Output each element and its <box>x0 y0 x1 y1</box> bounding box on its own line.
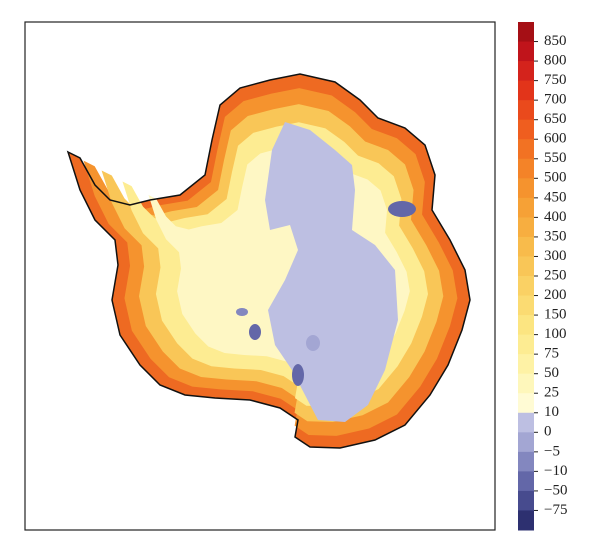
negative-patch <box>249 324 261 340</box>
colorbar-band <box>518 178 534 199</box>
colorbar-band <box>518 217 534 238</box>
colorbar-label: 750 <box>544 72 567 88</box>
colorbar-band <box>518 490 534 511</box>
colorbar-band <box>518 373 534 394</box>
colorbar-label: 700 <box>544 92 567 108</box>
colorbar-label: 150 <box>544 307 567 323</box>
colorbar-band <box>518 276 534 297</box>
colorbar-band <box>518 158 534 179</box>
colorbar-band <box>518 315 534 336</box>
colorbar-band <box>518 197 534 218</box>
colorbar-label: 600 <box>544 131 567 147</box>
colorbar-band <box>518 393 534 414</box>
colorbar-label: 100 <box>544 326 567 342</box>
colorbar-band <box>518 119 534 140</box>
colorbar-label: 10 <box>544 404 559 420</box>
colorbar-label: 25 <box>544 385 559 401</box>
colorbar-band <box>518 432 534 453</box>
colorbar-band <box>518 61 534 82</box>
colorbar-band <box>518 412 534 433</box>
colorbar-band <box>518 354 534 375</box>
colorbar-label: 250 <box>544 267 567 283</box>
colorbar-label: 450 <box>544 189 567 205</box>
colorbar-band <box>518 139 534 160</box>
colorbar-label: 400 <box>544 209 567 225</box>
colorbar-band <box>518 334 534 355</box>
colorbar-label: 50 <box>544 365 559 381</box>
antarctica-map <box>67 73 471 449</box>
colorbar: 8508007507006506005505004504003503002502… <box>518 22 567 531</box>
colorbar-label: 75 <box>544 346 559 362</box>
colorbar-band <box>518 451 534 472</box>
colorbar-label: 300 <box>544 248 567 264</box>
negative-patch <box>306 335 320 351</box>
colorbar-label: −10 <box>544 463 567 479</box>
colorbar-band <box>518 471 534 492</box>
colorbar-label: 200 <box>544 287 567 303</box>
colorbar-label: 850 <box>544 33 567 49</box>
colorbar-band <box>518 510 534 531</box>
colorbar-label: 0 <box>544 424 552 440</box>
colorbar-band <box>518 41 534 62</box>
colorbar-band <box>518 22 534 43</box>
colorbar-label: 350 <box>544 228 567 244</box>
colorbar-label: 650 <box>544 111 567 127</box>
colorbar-label: 500 <box>544 170 567 186</box>
colorbar-label: −5 <box>544 443 560 459</box>
colorbar-band <box>518 100 534 121</box>
colorbar-band <box>518 256 534 277</box>
colorbar-label: 550 <box>544 150 567 166</box>
colorbar-label: −75 <box>544 502 567 518</box>
colorbar-label: −50 <box>544 482 567 498</box>
colorbar-band <box>518 80 534 101</box>
colorbar-label: 800 <box>544 53 567 69</box>
negative-patch <box>236 308 248 316</box>
negative-region <box>265 122 398 422</box>
colorbar-band <box>518 295 534 316</box>
negative-patch <box>388 201 416 217</box>
colorbar-band <box>518 236 534 257</box>
negative-patch <box>292 364 304 386</box>
